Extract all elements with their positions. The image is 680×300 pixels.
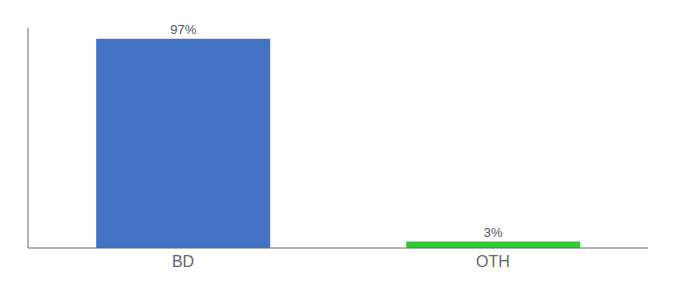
svg-text:3%: 3% xyxy=(484,225,503,240)
svg-text:BD: BD xyxy=(172,253,194,270)
svg-text:OTH: OTH xyxy=(476,253,510,270)
svg-text:97%: 97% xyxy=(170,22,196,37)
